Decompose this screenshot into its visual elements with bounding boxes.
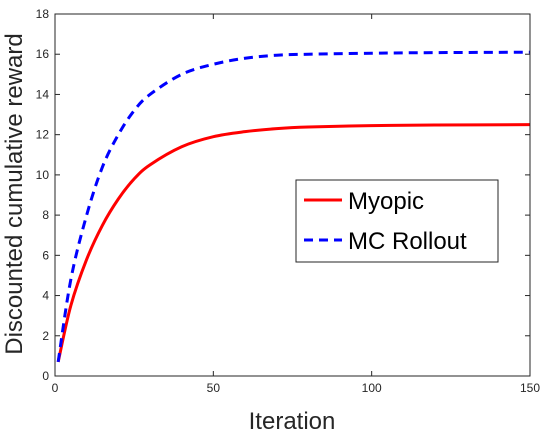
axes-box xyxy=(54,13,531,377)
ticks-layer: 0 50 100 150 0 2 4 6 8 10 12 14 16 18 xyxy=(36,7,541,395)
legend-label-mc-rollout: MC Rollout xyxy=(348,228,467,255)
y-tick-label: 12 xyxy=(36,128,50,142)
y-axis-title: Discounted cumulative reward xyxy=(1,33,28,354)
x-tick-label: 50 xyxy=(207,381,221,395)
y-tick-label: 8 xyxy=(42,208,49,222)
x-tick-label: 100 xyxy=(362,381,382,395)
x-tick-label: 150 xyxy=(520,381,540,395)
y-tick-label: 4 xyxy=(42,289,49,303)
axes-layer xyxy=(54,13,531,377)
y-tick-label: 16 xyxy=(36,47,50,61)
y-tick-label: 0 xyxy=(42,369,49,383)
y-tick-label: 14 xyxy=(36,87,50,101)
series-line-myopic xyxy=(56,123,531,363)
legend-label-myopic: Myopic xyxy=(348,188,424,215)
series-layer xyxy=(56,50,531,363)
y-tick-label: 2 xyxy=(42,329,49,343)
y-tick-label: 18 xyxy=(36,7,50,21)
series-line-mc-rollout xyxy=(56,50,531,363)
x-tick-label: 0 xyxy=(52,381,59,395)
y-tick-label: 6 xyxy=(42,248,49,262)
x-axis-title: Iteration xyxy=(249,408,336,434)
legend: Myopic MC Rollout xyxy=(295,179,499,263)
y-tick-label: 10 xyxy=(36,168,50,182)
legend-box xyxy=(295,179,499,263)
